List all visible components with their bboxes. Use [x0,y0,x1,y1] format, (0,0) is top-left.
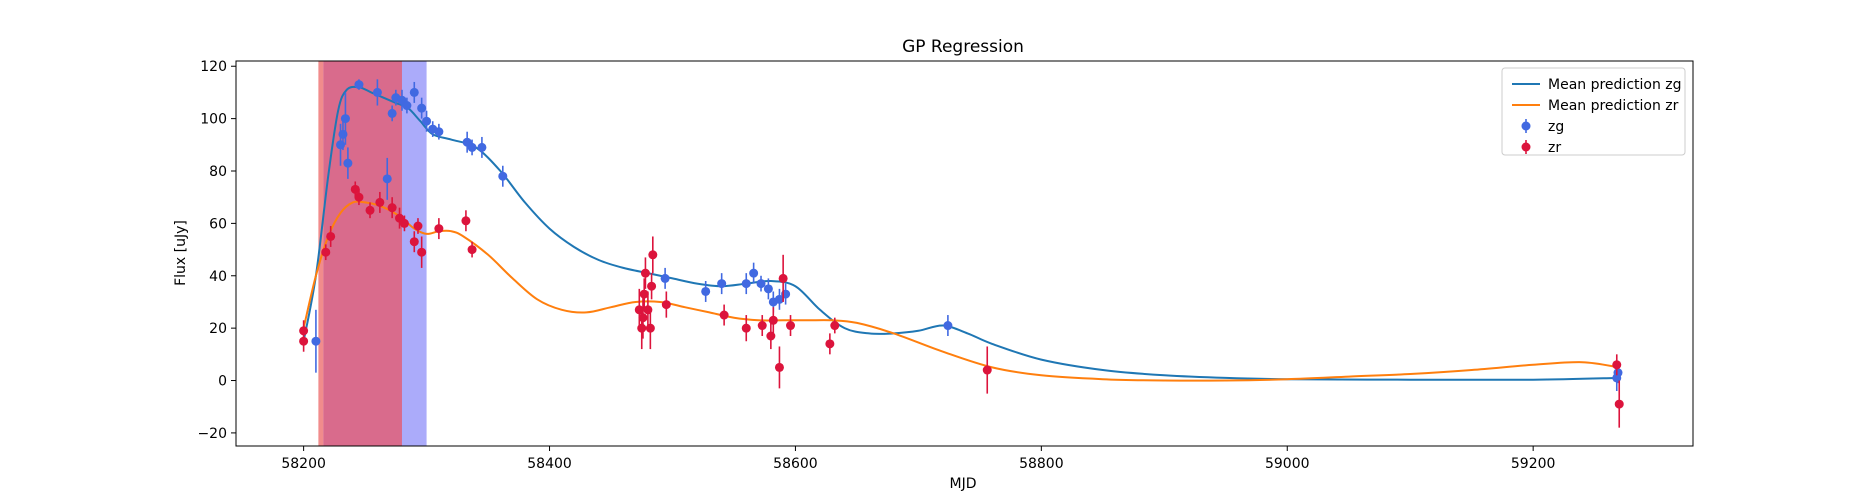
point-zr-16 [467,245,477,255]
point-zr-4 [350,184,360,194]
point-zg-0 [311,336,321,346]
point-zr-3 [326,231,336,241]
point-zr-34 [786,321,796,331]
x-axis: 58200 58400 58600 58800 59000 59200 [281,446,1555,472]
point-zg-14 [422,116,432,126]
series-zr [299,181,1624,428]
point-zr-6 [365,205,375,215]
point-zg-4 [343,158,353,168]
point-zg-23 [717,279,727,289]
y-tick-label-60: 60 [209,216,227,232]
y-tick-label-80: 80 [209,164,227,180]
point-zr-20 [639,289,649,299]
line-mean-prediction-zg [302,85,1620,381]
legend-marker-zr [1521,142,1531,152]
point-zr-13 [417,247,427,257]
point-zg-8 [387,108,397,118]
point-zr-33 [778,273,788,283]
point-zg-11 [402,101,412,111]
point-zg-7 [382,174,392,184]
point-zr-18 [637,323,647,333]
point-zr-19 [638,313,648,323]
x-axis-label: MJD [950,476,977,492]
point-zg-27 [763,284,773,294]
chart-title: GP Regression [902,37,1024,57]
x-tick-label-58200: 58200 [281,456,326,472]
point-zr-8 [387,203,397,213]
point-zg-33 [1613,368,1623,378]
point-zg-18 [467,142,477,152]
legend-label-mean-prediction-zr: Mean prediction zr [1548,98,1679,114]
point-zr-30 [766,331,776,341]
x-tick-label-59200: 59200 [1511,456,1556,472]
point-zr-21 [640,268,650,278]
y-axis: −20 0 20 40 60 80 100 120 [197,59,236,442]
point-zr-14 [434,224,444,234]
point-zr-35 [825,339,835,349]
point-zr-37 [982,365,992,375]
point-zg-20 [498,171,508,181]
x-tick-label-58600: 58600 [773,456,818,472]
point-zg-25 [749,268,759,278]
point-zr-36 [830,321,840,331]
point-zr-28 [741,323,751,333]
y-tick-label--20: −20 [197,426,227,442]
y-tick-label-20: 20 [209,321,227,337]
point-zg-3 [340,114,350,124]
point-zr-15 [461,216,471,226]
x-tick-label-58800: 58800 [1019,456,1064,472]
x-tick-label-59000: 59000 [1265,456,1310,472]
point-zr-39 [1614,399,1624,409]
point-zr-2 [321,247,331,257]
point-zg-16 [434,127,444,137]
y-tick-label-0: 0 [218,374,227,390]
point-zr-32 [774,362,784,372]
y-tick-label-40: 40 [209,269,227,285]
y-tick-label-120: 120 [200,59,227,75]
y-axis-label: Flux [uJy] [173,220,189,286]
series-zg [311,79,1623,391]
plot-frame [235,60,1694,447]
point-zr-10 [399,218,409,228]
point-zr-23 [645,323,655,333]
legend-box [1501,67,1686,156]
point-zr-31 [768,315,778,325]
point-zg-21 [660,273,670,283]
point-zr-24 [647,281,657,291]
point-zg-24 [741,279,751,289]
point-zr-12 [413,221,423,231]
x-tick-label-58400: 58400 [527,456,572,472]
point-zr-29 [757,321,767,331]
legend-marker-zg [1521,121,1531,131]
point-zg-22 [701,286,711,296]
shaded-region-2 [323,61,402,446]
point-zr-26 [661,300,671,310]
legend-label-mean-prediction-zg: Mean prediction zg [1548,77,1682,93]
point-zg-29 [774,294,784,304]
point-zr-27 [719,310,729,320]
point-zr-1 [299,336,309,346]
legend: Mean prediction zg Mean prediction zr zg zr [1501,67,1686,156]
point-zg-13 [417,103,427,113]
point-zg-19 [477,142,487,152]
point-zg-12 [409,87,419,97]
shaded-region-1 [318,61,324,446]
plot-area [235,60,1694,447]
point-zr-38 [1612,360,1622,370]
point-zg-6 [372,87,382,97]
y-tick-label-100: 100 [200,112,227,128]
point-zr-7 [375,197,385,207]
point-zg-5 [354,80,364,90]
plot-content [299,61,1624,446]
point-zr-5 [354,192,364,202]
legend-label-zg: zg [1548,119,1564,135]
point-zr-25 [648,250,658,260]
legend-label-zr: zr [1548,140,1561,156]
point-zr-11 [409,237,419,247]
point-zg-26 [756,279,766,289]
point-zg-31 [943,321,953,331]
